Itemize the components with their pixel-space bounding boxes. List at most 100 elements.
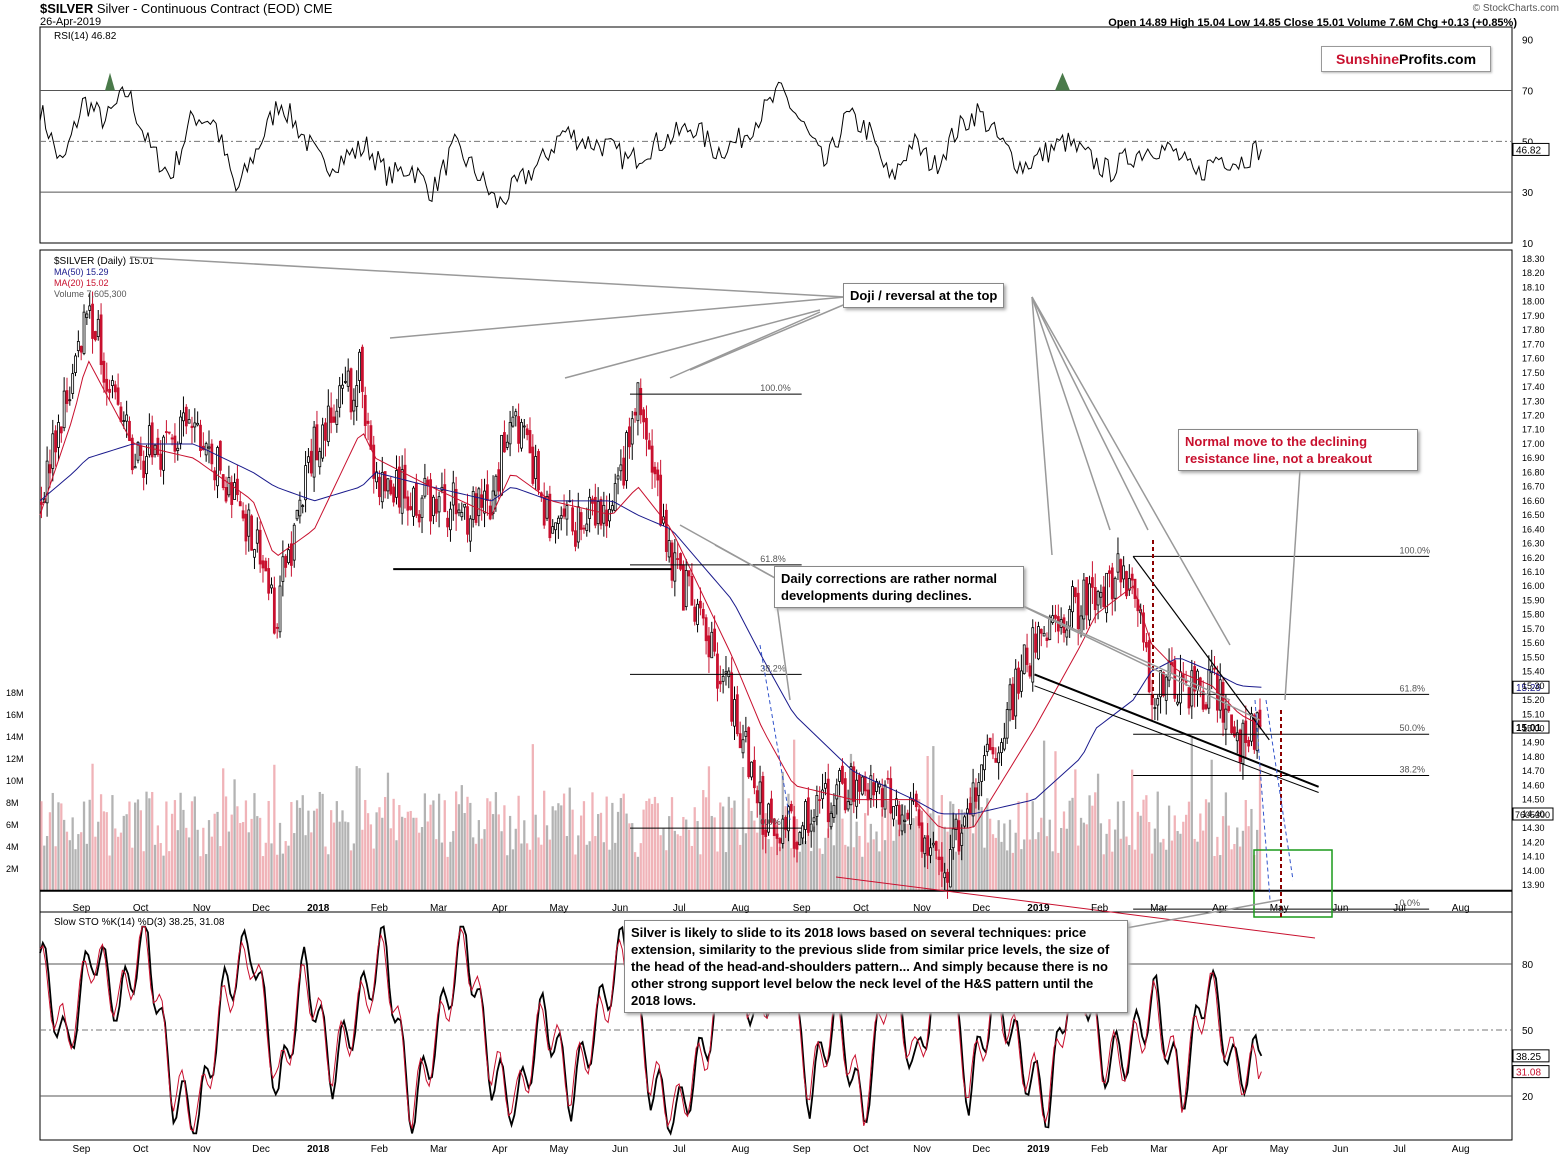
volume-bar	[591, 792, 594, 890]
volume-bar	[824, 837, 827, 890]
volume-bar	[85, 843, 89, 890]
volume-bar	[767, 839, 770, 890]
candle-body	[91, 303, 94, 339]
x-tick-label-price: Dec	[972, 903, 990, 914]
x-tick-label-sto: 2018	[307, 1144, 330, 1155]
candle-body	[505, 441, 509, 448]
volume-bar	[855, 821, 858, 890]
price-tick-label: 17.30	[1522, 396, 1545, 406]
rsi-overbought-fill	[1055, 72, 1070, 91]
candle-body	[488, 505, 492, 520]
volume-bar	[190, 801, 194, 890]
volume-bar	[861, 856, 864, 890]
ma20-line	[39, 360, 1262, 829]
x-tick-label-price: Mar	[430, 903, 448, 914]
candle-body	[389, 480, 393, 495]
price-tick-label: 14.40	[1522, 809, 1545, 819]
candle-body	[380, 472, 384, 503]
volume-bar	[1238, 846, 1242, 890]
volume-bar	[633, 852, 637, 890]
fib-left-label: 0.0%	[760, 817, 781, 827]
volume-bar	[105, 812, 108, 890]
candle-body	[1093, 587, 1097, 611]
volume-bar	[719, 802, 722, 890]
volume-bar	[219, 846, 222, 890]
candle-body	[957, 820, 961, 852]
candle-body	[437, 496, 441, 513]
candle-body	[454, 488, 458, 515]
symbol: $SILVER	[40, 1, 94, 16]
volume-bar	[912, 818, 915, 890]
volume-bar	[415, 817, 418, 890]
volume-bar	[775, 825, 779, 890]
volume-bar	[139, 810, 142, 890]
candle-body	[687, 570, 691, 577]
candle-body	[701, 609, 705, 619]
volume-bar	[432, 800, 435, 890]
candle-body	[133, 466, 137, 469]
volume-bar	[193, 796, 196, 890]
volume-bar	[537, 837, 540, 890]
volume-bar	[986, 798, 989, 890]
candle-body	[1079, 615, 1083, 633]
volume-bar	[48, 812, 52, 890]
volume-bar	[40, 801, 43, 890]
volume-bar	[1159, 842, 1162, 890]
volume-bar	[713, 817, 716, 890]
candle-body	[667, 540, 671, 558]
volume-bar	[179, 792, 182, 890]
candle-body	[1014, 668, 1018, 717]
volume-bar	[650, 803, 654, 890]
volume-bar	[659, 835, 662, 890]
volume-bar	[460, 785, 463, 890]
blue-dashed-projection	[1254, 699, 1271, 901]
candle-body	[355, 385, 359, 407]
red-trend-line	[835, 876, 1316, 939]
volume-bar	[625, 813, 628, 890]
volume-bar	[611, 802, 614, 890]
volume-bar	[844, 844, 847, 890]
candle-body	[804, 801, 807, 830]
candle-body	[818, 799, 822, 802]
candle-body	[534, 456, 538, 479]
rsi-tick-label: 30	[1522, 188, 1534, 199]
sto-k-line	[39, 923, 1263, 1136]
volume-bar	[1193, 838, 1196, 890]
x-tick-label-price: Dec	[252, 903, 270, 914]
candle-body	[886, 777, 890, 780]
x-tick-label-price: May	[549, 903, 568, 914]
volume-bar	[523, 820, 526, 890]
callout-line	[1114, 899, 1281, 931]
volume-bar	[1074, 769, 1077, 890]
price-tick-label: 16.90	[1522, 453, 1545, 463]
candle-body	[187, 419, 191, 424]
candle-body	[863, 776, 867, 792]
volume-bar	[946, 831, 949, 890]
volume-bar	[747, 798, 750, 890]
volume-bar	[324, 846, 327, 890]
candle-body	[62, 390, 66, 429]
candle-body	[1039, 628, 1043, 634]
candle-body	[633, 411, 637, 416]
x-tick-label-sto: Apr	[492, 1144, 508, 1155]
volume-bar	[304, 835, 307, 890]
candle-body	[718, 680, 722, 685]
volume-bar	[213, 813, 216, 890]
volume-bar	[511, 849, 515, 890]
volume-bar	[790, 848, 793, 890]
volume-tick-label: 2M	[6, 864, 19, 874]
candle-body	[99, 314, 103, 366]
candle-body	[102, 360, 106, 383]
candle-body	[1042, 632, 1046, 637]
candle-body	[733, 699, 736, 727]
volume-bar	[915, 816, 918, 890]
volume-bar	[290, 801, 293, 890]
candle-body	[1091, 577, 1094, 588]
x-tick-label-price: Sep	[73, 903, 91, 914]
volume-bar	[185, 827, 188, 890]
annotation-lines	[129, 256, 1301, 931]
volume-bar	[244, 800, 248, 890]
candle-body	[960, 832, 964, 846]
volume-bar	[352, 843, 356, 890]
candle-body	[65, 390, 69, 404]
